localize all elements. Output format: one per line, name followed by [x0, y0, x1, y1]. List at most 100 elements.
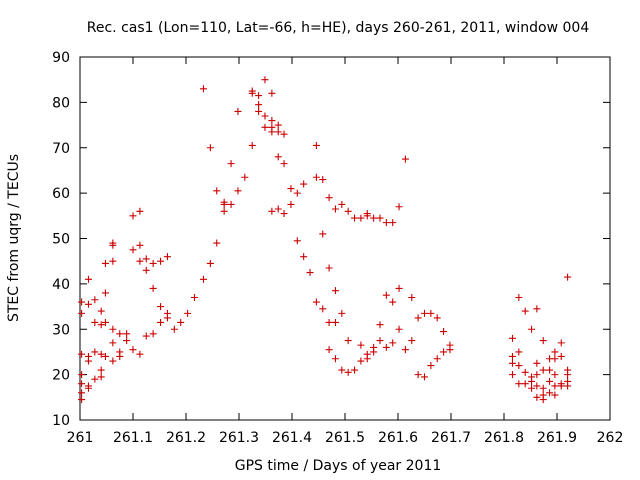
data-point-plus-marker — [116, 352, 124, 360]
data-point-plus-marker — [528, 325, 536, 333]
data-point-plus-marker — [84, 300, 92, 308]
data-point-plus-marker — [136, 207, 144, 215]
data-point-plus-marker — [129, 246, 137, 254]
data-point-plus-marker — [306, 269, 314, 277]
data-point-plus-marker — [78, 298, 86, 306]
data-point-plus-marker — [564, 382, 572, 390]
data-point-plus-marker — [539, 384, 547, 392]
data-point-plus-marker — [234, 107, 242, 115]
data-point-plus-marker — [91, 375, 99, 383]
data-point-plus-marker — [248, 141, 256, 149]
data-point-plus-marker — [440, 328, 448, 336]
data-point-plus-marker — [149, 259, 157, 267]
y-tick-label: 90 — [52, 50, 70, 66]
x-tick-label: 261.4 — [272, 430, 312, 446]
data-point-plus-marker — [389, 219, 397, 227]
data-point-plus-marker — [97, 373, 105, 381]
data-point-plus-marker — [157, 318, 165, 326]
data-point-plus-marker — [376, 214, 384, 222]
data-point-plus-marker — [280, 130, 288, 138]
data-point-plus-marker — [546, 377, 554, 385]
data-point-plus-marker — [421, 309, 428, 317]
data-point-plus-marker — [274, 121, 282, 129]
data-point-plus-marker — [370, 348, 378, 356]
data-point-plus-marker — [325, 318, 333, 326]
data-point-plus-marker — [515, 348, 523, 356]
data-point-plus-marker — [414, 371, 422, 379]
x-tick-label: 261.6 — [378, 430, 418, 446]
data-point-plus-marker — [382, 219, 390, 227]
data-point-plus-marker — [101, 289, 109, 297]
data-point-plus-marker — [300, 180, 308, 188]
chart-title: Rec. cas1 (Lon=110, Lat=-66, h=HE), days… — [87, 20, 590, 36]
data-point-plus-marker — [255, 101, 263, 109]
data-point-plus-marker — [261, 123, 269, 131]
data-point-plus-marker — [206, 144, 214, 152]
data-point-plus-marker — [338, 309, 346, 317]
data-point-plus-marker — [129, 346, 137, 354]
data-point-plus-marker — [199, 85, 207, 93]
data-point-plus-marker — [515, 293, 523, 301]
data-point-plus-marker — [116, 330, 124, 338]
x-tick-label: 261.2 — [166, 430, 206, 446]
y-tick-label: 30 — [52, 322, 70, 338]
data-point-plus-marker — [109, 357, 117, 365]
data-point-plus-marker — [344, 207, 352, 215]
data-point-plus-marker — [344, 368, 352, 376]
data-point-plus-marker — [376, 337, 384, 345]
data-point-plus-marker — [551, 371, 559, 379]
data-point-plus-marker — [97, 366, 105, 374]
data-point-plus-marker — [551, 391, 559, 399]
data-point-plus-marker — [357, 341, 365, 349]
data-point-plus-marker — [546, 366, 554, 374]
data-point-plus-marker — [338, 200, 346, 208]
data-point-plus-marker — [91, 348, 99, 356]
data-point-plus-marker — [293, 189, 301, 197]
data-point-plus-marker — [389, 339, 397, 347]
data-point-plus-marker — [199, 275, 207, 283]
data-point-plus-marker — [261, 112, 269, 120]
data-point-plus-marker — [274, 205, 282, 213]
data-point-plus-marker — [351, 214, 359, 222]
data-point-plus-marker — [157, 257, 165, 265]
data-point-plus-marker — [206, 259, 214, 267]
y-tick-label: 80 — [52, 95, 70, 111]
data-point-plus-marker — [325, 194, 333, 202]
data-point-plus-marker — [268, 117, 276, 125]
data-point-plus-marker — [515, 362, 523, 370]
data-point-plus-marker — [227, 200, 235, 208]
data-point-plus-marker — [325, 346, 333, 354]
data-point-plus-marker — [78, 350, 86, 358]
data-point-plus-marker — [357, 214, 365, 222]
data-point-plus-marker — [546, 389, 554, 397]
data-point-plus-marker — [78, 309, 86, 317]
data-point-plus-marker — [319, 305, 327, 313]
data-point-plus-marker — [533, 371, 541, 379]
data-point-plus-marker — [149, 330, 157, 338]
data-point-plus-marker — [325, 264, 333, 272]
data-point-plus-marker — [255, 92, 263, 100]
data-point-plus-marker — [533, 382, 541, 390]
data-point-plus-marker — [539, 337, 547, 345]
y-tick-label: 10 — [52, 413, 70, 429]
data-point-plus-marker — [508, 334, 516, 342]
data-point-plus-marker — [376, 321, 384, 329]
data-point-plus-marker — [401, 346, 409, 354]
data-point-plus-marker — [274, 128, 282, 136]
data-point-plus-marker — [539, 366, 547, 374]
data-point-plus-marker — [319, 230, 327, 238]
plot-border — [79, 56, 611, 421]
data-point-plus-marker — [101, 318, 109, 326]
y-tick-label: 20 — [52, 368, 70, 384]
data-point-plus-marker — [142, 255, 150, 263]
data-point-plus-marker — [564, 273, 572, 281]
data-point-plus-marker — [213, 239, 221, 247]
data-point-plus-marker — [84, 275, 92, 283]
data-point-plus-marker — [220, 207, 228, 215]
data-point-plus-marker — [521, 380, 529, 388]
y-tick-label: 60 — [52, 186, 70, 202]
data-point-plus-marker — [136, 241, 144, 249]
data-point-plus-marker — [433, 355, 441, 363]
data-point-plus-marker — [101, 259, 109, 267]
data-point-plus-marker — [190, 293, 198, 301]
